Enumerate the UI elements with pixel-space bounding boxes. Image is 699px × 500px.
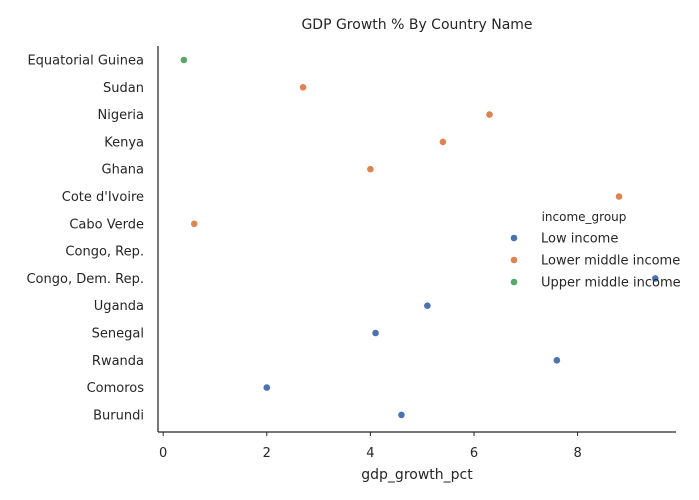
x-tick-label: 4 [366,446,374,461]
data-point [651,275,659,282]
y-tick-label: Congo, Rep. [65,245,144,260]
y-tick-label: Congo, Dem. Rep. [26,272,144,287]
data-point [439,138,447,146]
y-tick-label: Rwanda [92,354,144,369]
y-tick-label: Equatorial Guinea [27,54,144,69]
x-tick-label: 6 [470,446,478,461]
y-tick-label: Cote d'Ivoire [62,190,144,205]
data-point [553,357,561,364]
y-tick-group: Equatorial Guinea Sudan Nigeria Kenya Ghana C… [26,54,144,424]
legend-marker [510,234,518,242]
y-tick-label: Nigeria [97,108,144,123]
data-point [486,111,493,118]
data-point [299,84,307,91]
data-point [263,384,271,391]
y-tick-label: Burundi [93,408,144,423]
y-tick-label: Kenya [104,135,144,150]
legend-marker [510,256,518,264]
legend: income_group Low income Lower middle inco… [510,210,681,291]
x-axis-label: gdp_growth_pct [361,467,473,483]
data-point [424,302,431,310]
y-tick-label: Senegal [92,327,144,342]
legend-title: income_group [542,210,627,224]
data-point [190,220,198,228]
chart-title: GDP Growth % By Country Name [301,17,532,33]
data-point [367,165,374,173]
legend-label: Low income [541,232,618,247]
x-tick-label: 8 [573,446,581,461]
data-point [372,329,379,337]
legend-label: Lower middle income [541,254,680,269]
x-tick-label: 2 [263,446,271,461]
y-tick-label: Cabo Verde [69,217,144,232]
data-point [180,56,188,64]
data-points [180,56,659,419]
x-tick-group: 0 2 4 6 8 [159,432,582,461]
x-tick-label: 0 [159,446,167,461]
y-tick-label: Comoros [87,381,145,396]
data-point [398,411,405,419]
legend-marker [510,278,518,286]
y-tick-label: Ghana [102,163,145,178]
data-point [615,193,623,200]
legend-items: Low income Lower middle income Upper middl… [510,232,681,291]
y-tick-label: Uganda [94,299,144,314]
legend-label: Upper middle income [541,276,681,291]
y-tick-label: Sudan [103,81,144,96]
